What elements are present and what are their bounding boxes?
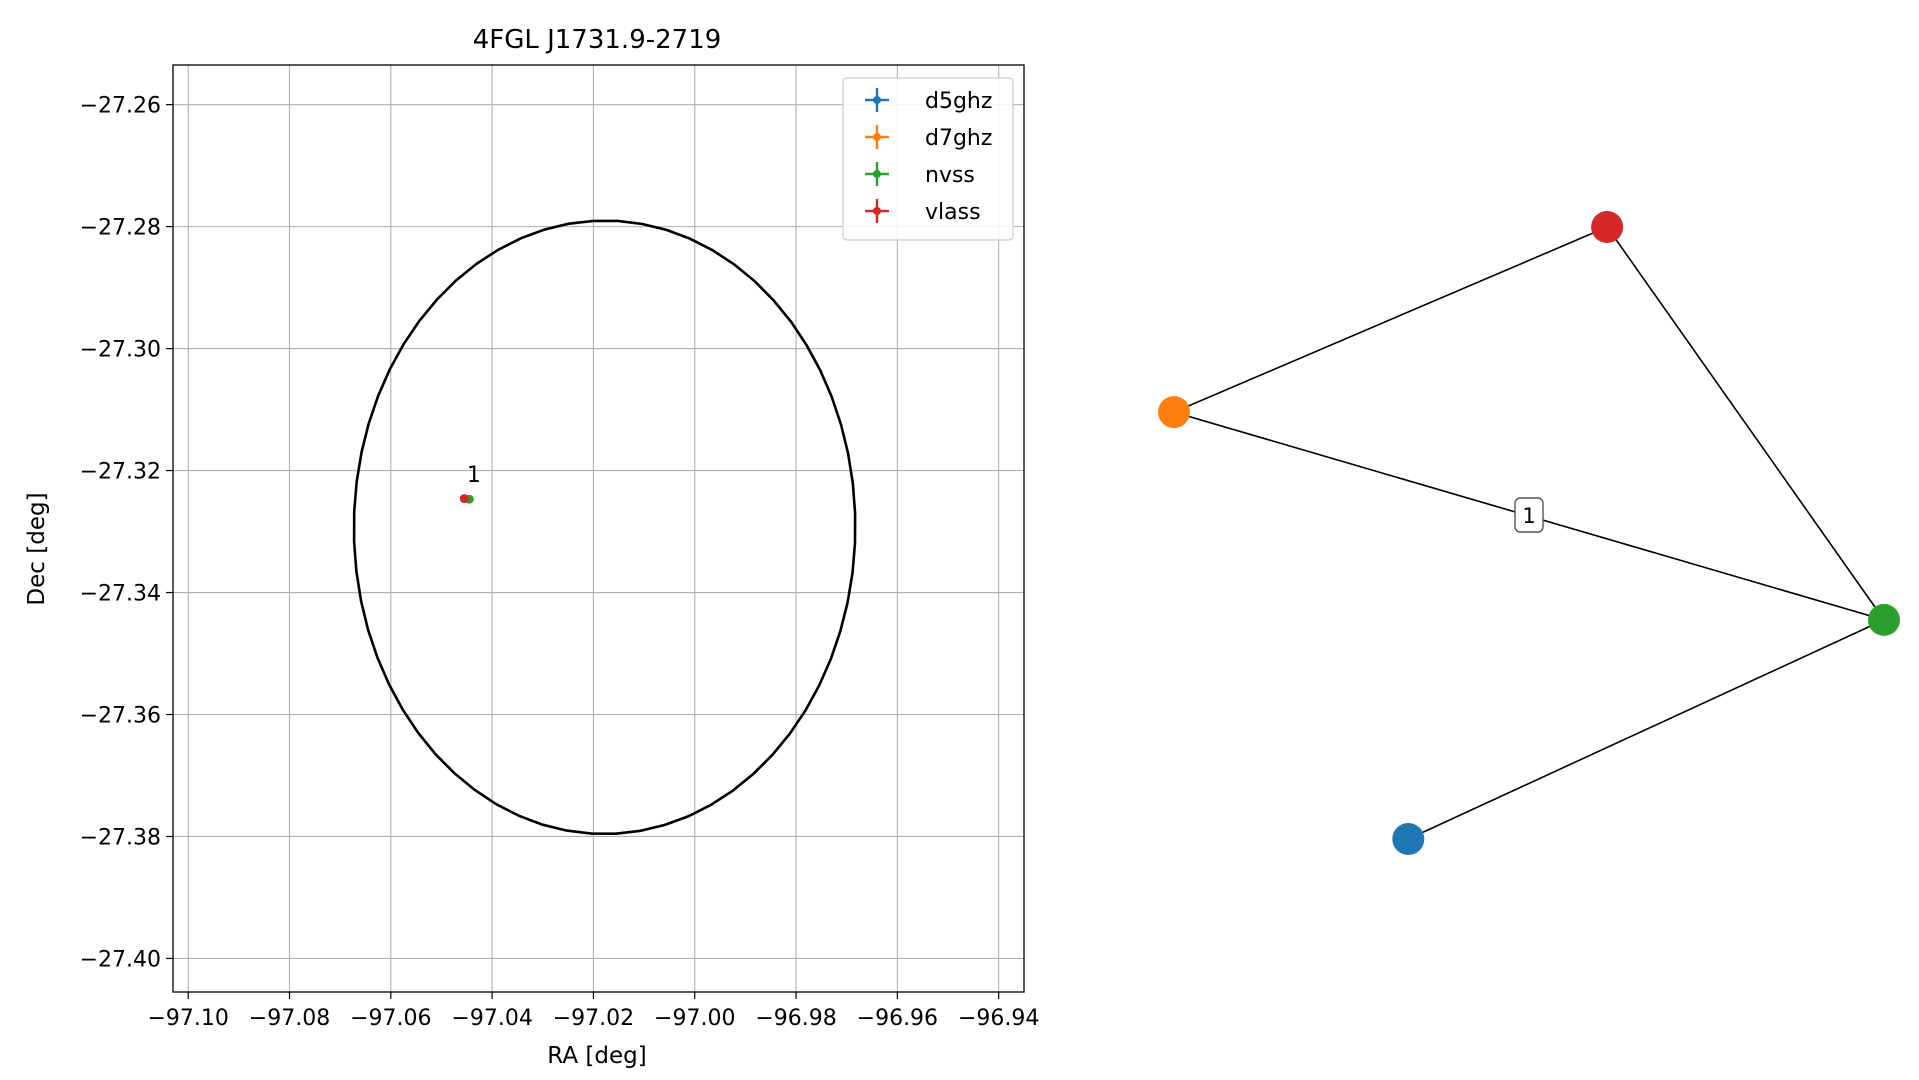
source-points [459,494,474,504]
chart-title: 4FGL J1731.9-2719 [473,25,722,55]
edge-nvss-d5ghz [1407,619,1885,840]
x-tick-label: −96.96 [857,1006,938,1031]
legend-dot-nvss [873,170,881,178]
x-axis-label: RA [deg] [547,1043,646,1069]
y-tick-label: −27.38 [80,825,161,850]
graph-edge-labels: 1 [1514,497,1544,533]
y-tick-label: −27.28 [80,216,161,241]
x-tick-label: −97.00 [654,1006,735,1031]
legend-label-vlass: vlass [925,200,981,225]
y-axis-label: Dec [deg] [24,492,50,605]
y-tick-label: −27.34 [80,582,161,607]
y-tick-label: −27.32 [80,460,161,485]
annotations: 1 [467,463,481,488]
legend: d5ghz d7ghz nvss vlass [842,77,1014,241]
x-axis-ticks: −97.10 −97.08 −97.06 −97.04 −97.02 −97.00 −96.… [147,992,1039,1031]
x-tick-label: −96.98 [755,1006,836,1031]
y-tick-label: −27.36 [80,704,161,729]
graph-nodes [1158,211,1900,855]
y-axis-ticks: −27.26 −27.28 −27.30 −27.32 −27.34 −27.36 −27.… [80,94,173,972]
legend-label-nvss: nvss [925,163,975,188]
y-tick-label: −27.30 [80,338,161,363]
legend-label-d7ghz: d7ghz [925,126,992,151]
x-tick-label: −97.06 [350,1006,431,1031]
sky-map-plot: 1 −97.10 −97.08 −97.06 −97.04 −97.02 −97.00 −9… [24,25,1039,1069]
x-tick-label: −97.10 [147,1006,228,1031]
error-ellipse [352,219,857,836]
edge-d7ghz-vlass [1173,226,1608,413]
node-d5ghz [1392,823,1425,855]
node-nvss [1868,603,1900,636]
network-graph: 1 [1158,211,1900,855]
legend-box [842,77,1014,241]
grid [173,65,1024,992]
legend-dot-vlass [873,207,881,215]
legend-label-d5ghz: d5ghz [925,89,992,114]
legend-dot-d5ghz [873,96,881,104]
node-vlass [1591,211,1624,243]
plot-frame [172,64,1025,993]
y-tick-label: −27.26 [80,94,161,119]
error-ellipse-layer [352,219,857,836]
legend-dot-d7ghz [873,133,881,141]
node-d7ghz [1158,396,1190,429]
x-tick-label: −96.94 [958,1006,1039,1031]
x-tick-label: −97.02 [553,1006,634,1031]
edge-label: 1 [1522,504,1535,528]
edge-label-box [1514,497,1544,533]
point-vlass [459,494,469,504]
x-tick-label: −97.08 [249,1006,330,1031]
x-tick-label: −97.04 [451,1006,532,1031]
edge-vlass-nvss [1606,226,1885,621]
point-annotation: 1 [467,463,481,488]
y-tick-label: −27.40 [80,947,161,972]
